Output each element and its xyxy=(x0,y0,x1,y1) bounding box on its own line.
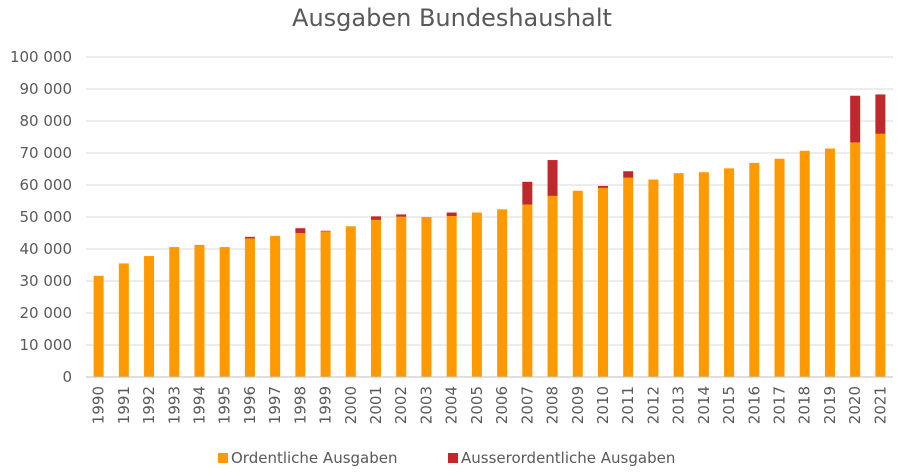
bar-ordentliche-1994 xyxy=(194,244,205,377)
bar-ordentliche-1991 xyxy=(118,263,129,377)
bar-ordentliche-2007 xyxy=(522,204,533,377)
x-tick-label: 2001 xyxy=(367,386,385,424)
bar-ausserordentliche-2007 xyxy=(522,181,533,205)
x-tick-label: 2010 xyxy=(594,386,612,424)
x-tick-label: 2014 xyxy=(695,386,713,424)
x-tick-label: 2016 xyxy=(745,386,763,424)
bar-ordentliche-1999 xyxy=(320,231,331,377)
y-axis-tick-labels: 0 10 000 20 000 30 000 40 000 50 000 60 000 70 … xyxy=(10,48,72,386)
x-tick-label: 2009 xyxy=(569,386,587,424)
x-tick-label: 2006 xyxy=(493,386,511,424)
x-tick-label: 2013 xyxy=(670,386,688,424)
y-tick-label: 10 000 xyxy=(20,336,73,354)
x-tick-label: 2021 xyxy=(871,386,889,424)
bar-ordentliche-2010 xyxy=(597,187,608,377)
bar-ordentliche-2014 xyxy=(698,172,709,377)
x-tick-label: 2007 xyxy=(518,386,536,424)
bar-ordentliche-2006 xyxy=(497,209,508,377)
bar-ordentliche-2015 xyxy=(724,168,735,377)
x-tick-label: 1998 xyxy=(291,386,309,424)
x-tick-label: 1999 xyxy=(317,386,335,424)
y-tick-label: 80 000 xyxy=(20,112,73,130)
y-tick-label: 70 000 xyxy=(20,144,73,162)
bar-ausserordentliche-2011 xyxy=(623,171,634,178)
bars xyxy=(93,94,886,377)
bar-ausserordentliche-2002 xyxy=(396,214,407,217)
y-tick-label: 50 000 xyxy=(20,208,73,226)
bar-ausserordentliche-2020 xyxy=(850,95,861,143)
legend: Ordentliche Ausgaben Ausserordentliche Au… xyxy=(218,449,675,467)
x-tick-label: 2020 xyxy=(846,386,864,424)
y-tick-label: 30 000 xyxy=(20,272,73,290)
bar-ordentliche-2001 xyxy=(371,219,382,377)
bar-ordentliche-2011 xyxy=(623,177,634,377)
x-tick-label: 2000 xyxy=(342,386,360,424)
bar-ausserordentliche-2010 xyxy=(597,185,608,188)
x-tick-label: 2017 xyxy=(771,386,789,424)
bar-ausserordentliche-2004 xyxy=(446,212,457,217)
x-tick-label: 2004 xyxy=(443,386,461,424)
bar-ordentliche-1995 xyxy=(219,247,230,377)
bar-ordentliche-1990 xyxy=(93,275,104,377)
bar-ordentliche-2005 xyxy=(471,212,482,377)
x-tick-label: 1995 xyxy=(216,386,234,424)
bar-ordentliche-1992 xyxy=(144,256,155,377)
bar-ordentliche-2016 xyxy=(749,162,760,377)
legend-swatch xyxy=(218,453,228,463)
bar-ordentliche-2000 xyxy=(345,226,356,377)
bar-ausserordentliche-2021 xyxy=(875,94,886,134)
x-tick-label: 2003 xyxy=(417,386,435,424)
y-tick-label: 60 000 xyxy=(20,176,73,194)
bar-ausserordentliche-2008 xyxy=(547,160,558,196)
x-tick-label: 2011 xyxy=(619,386,637,424)
bar-ordentliche-2012 xyxy=(648,179,659,377)
bar-ausserordentliche-2001 xyxy=(371,216,382,220)
y-tick-label: 90 000 xyxy=(20,80,73,98)
bar-ordentliche-2013 xyxy=(673,173,684,377)
legend-swatch xyxy=(448,453,458,463)
x-tick-label: 2019 xyxy=(821,386,839,424)
bar-ordentliche-1993 xyxy=(169,247,180,377)
bar-ordentliche-2003 xyxy=(421,217,432,377)
x-tick-label: 2008 xyxy=(544,386,562,424)
x-tick-label: 1994 xyxy=(190,386,208,424)
legend-label: Ausserordentliche Ausgaben xyxy=(461,449,675,467)
x-tick-label: 2012 xyxy=(644,386,662,424)
x-tick-label: 1993 xyxy=(165,386,183,424)
bar-ordentliche-2019 xyxy=(824,148,835,377)
bar-ordentliche-2018 xyxy=(799,150,810,377)
y-tick-label: 100 000 xyxy=(10,48,72,66)
x-tick-label: 2002 xyxy=(392,386,410,424)
x-tick-label: 2005 xyxy=(468,386,486,424)
x-tick-label: 1997 xyxy=(266,386,284,424)
bar-ordentliche-2004 xyxy=(446,216,457,377)
bar-ordentliche-2008 xyxy=(547,195,558,377)
bar-ordentliche-2017 xyxy=(774,158,785,377)
x-tick-label: 1991 xyxy=(115,386,133,424)
chart-title: Ausgaben Bundeshaushalt xyxy=(292,4,612,32)
bar-ordentliche-1998 xyxy=(295,233,306,377)
bar-ordentliche-2002 xyxy=(396,216,407,377)
gridlines xyxy=(86,56,893,346)
bar-ordentliche-1997 xyxy=(270,235,281,377)
bar-ordentliche-2021 xyxy=(875,133,886,377)
bar-ausserordentliche-1998 xyxy=(295,228,306,233)
y-tick-label: 20 000 xyxy=(20,304,73,322)
y-tick-label: 40 000 xyxy=(20,240,73,258)
legend-label: Ordentliche Ausgaben xyxy=(231,449,398,467)
bar-ordentliche-2020 xyxy=(850,142,861,377)
x-tick-label: 1996 xyxy=(241,386,259,424)
bar-ordentliche-2009 xyxy=(572,190,583,377)
bar-ausserordentliche-1996 xyxy=(244,236,255,239)
bar-ausserordentliche-1999 xyxy=(320,230,331,232)
x-tick-label: 1992 xyxy=(140,386,158,424)
y-tick-label: 0 xyxy=(62,368,72,386)
x-tick-label: 2018 xyxy=(796,386,814,424)
bar-ordentliche-1996 xyxy=(244,238,255,377)
x-tick-label: 2015 xyxy=(720,386,738,424)
x-axis-tick-labels: 1990 1991 1992 1993 1994 1995 1996 1997 1998 1999… xyxy=(90,386,890,424)
x-tick-label: 1990 xyxy=(90,386,108,424)
